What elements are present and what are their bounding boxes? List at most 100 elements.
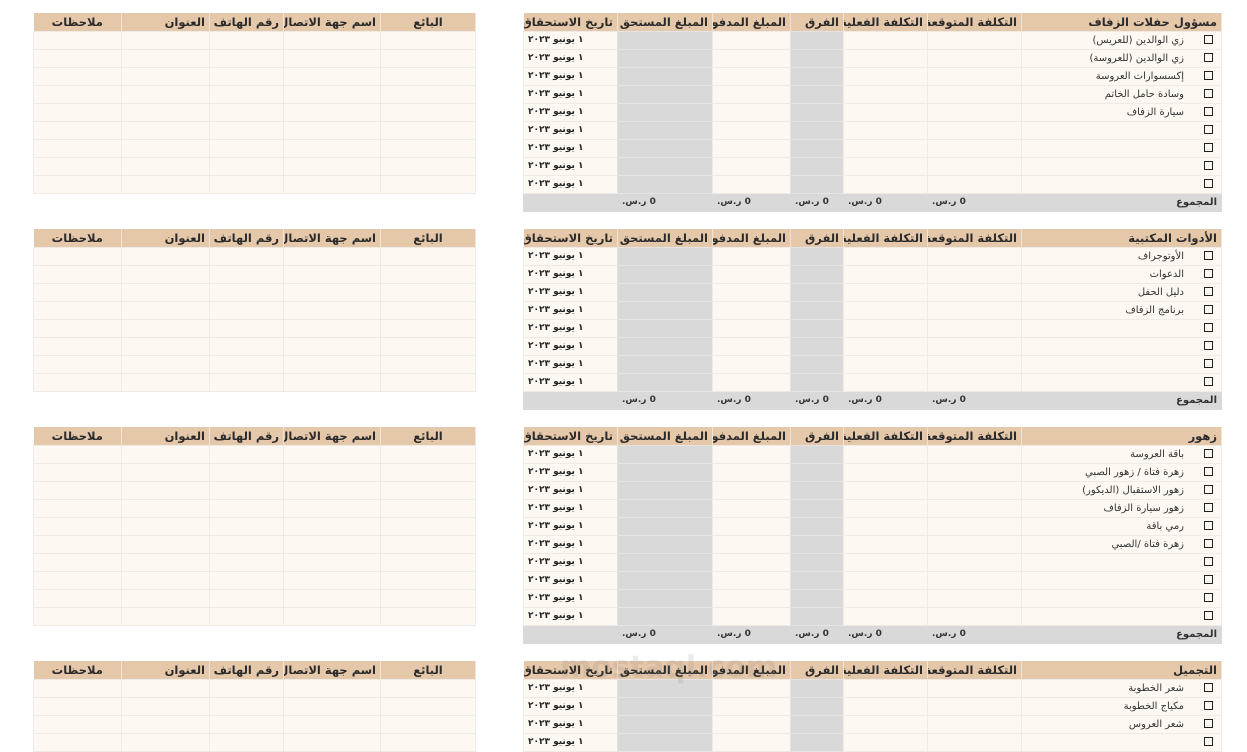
actual-cost-cell[interactable] bbox=[843, 354, 928, 374]
difference-cell[interactable] bbox=[790, 498, 844, 518]
paid-amount-cell[interactable] bbox=[712, 138, 791, 158]
expected-cost-cell[interactable] bbox=[927, 498, 1022, 518]
address-cell[interactable] bbox=[121, 516, 210, 536]
actual-cost-cell[interactable] bbox=[843, 300, 928, 320]
vendor-cell[interactable] bbox=[380, 714, 476, 734]
due-amount-cell[interactable] bbox=[617, 84, 713, 104]
phone-cell[interactable] bbox=[209, 678, 284, 698]
actual-cost-cell[interactable] bbox=[843, 480, 928, 500]
item-cell[interactable]: زي الوالدين (للعروسة) bbox=[1021, 48, 1222, 68]
item-cell[interactable]: شعر الخطوبة bbox=[1021, 678, 1222, 698]
due-date-cell[interactable]: ١ يونيو ٢٠٢٣ bbox=[523, 174, 618, 194]
actual-cost-cell[interactable] bbox=[843, 264, 928, 284]
actual-cost-cell[interactable] bbox=[843, 696, 928, 716]
contact-name-cell[interactable] bbox=[283, 84, 381, 104]
actual-cost-cell[interactable] bbox=[843, 120, 928, 140]
due-amount-cell[interactable] bbox=[617, 174, 713, 194]
item-cell[interactable] bbox=[1021, 138, 1222, 158]
checkbox-icon[interactable] bbox=[1204, 467, 1213, 476]
due-date-cell[interactable]: ١ يونيو ٢٠٢٣ bbox=[523, 678, 618, 698]
actual-cost-cell[interactable] bbox=[843, 534, 928, 554]
contact-name-cell[interactable] bbox=[283, 282, 381, 302]
phone-cell[interactable] bbox=[209, 354, 284, 374]
actual-cost-cell[interactable] bbox=[843, 444, 928, 464]
vendor-cell[interactable] bbox=[380, 696, 476, 716]
notes-cell[interactable] bbox=[33, 516, 122, 536]
expected-cost-cell[interactable] bbox=[927, 732, 1022, 752]
contact-name-cell[interactable] bbox=[283, 66, 381, 86]
phone-cell[interactable] bbox=[209, 246, 284, 266]
item-cell[interactable]: زهرة فتاة /الصبي bbox=[1021, 534, 1222, 554]
contact-name-cell[interactable] bbox=[283, 264, 381, 284]
due-amount-cell[interactable] bbox=[617, 246, 713, 266]
due-date-cell[interactable]: ١ يونيو ٢٠٢٣ bbox=[523, 354, 618, 374]
paid-amount-cell[interactable] bbox=[712, 264, 791, 284]
contact-name-cell[interactable] bbox=[283, 678, 381, 698]
phone-cell[interactable] bbox=[209, 318, 284, 338]
checkbox-icon[interactable] bbox=[1204, 89, 1213, 98]
notes-cell[interactable] bbox=[33, 120, 122, 140]
paid-amount-cell[interactable] bbox=[712, 444, 791, 464]
expected-cost-cell[interactable] bbox=[927, 84, 1022, 104]
address-cell[interactable] bbox=[121, 678, 210, 698]
paid-amount-cell[interactable] bbox=[712, 282, 791, 302]
contact-name-cell[interactable] bbox=[283, 300, 381, 320]
contact-name-cell[interactable] bbox=[283, 552, 381, 572]
item-cell[interactable]: زهور الاستقبال (الديكور) bbox=[1021, 480, 1222, 500]
difference-cell[interactable] bbox=[790, 444, 844, 464]
paid-amount-cell[interactable] bbox=[712, 606, 791, 626]
notes-cell[interactable] bbox=[33, 570, 122, 590]
paid-amount-cell[interactable] bbox=[712, 318, 791, 338]
notes-cell[interactable] bbox=[33, 462, 122, 482]
item-cell[interactable] bbox=[1021, 732, 1222, 752]
paid-amount-cell[interactable] bbox=[712, 66, 791, 86]
contact-name-cell[interactable] bbox=[283, 354, 381, 374]
due-amount-cell[interactable] bbox=[617, 102, 713, 122]
due-amount-cell[interactable] bbox=[617, 354, 713, 374]
due-date-cell[interactable]: ١ يونيو ٢٠٢٣ bbox=[523, 48, 618, 68]
contact-name-cell[interactable] bbox=[283, 156, 381, 176]
phone-cell[interactable] bbox=[209, 66, 284, 86]
checkbox-icon[interactable] bbox=[1204, 53, 1213, 62]
contact-name-cell[interactable] bbox=[283, 372, 381, 392]
checkbox-icon[interactable] bbox=[1204, 521, 1213, 530]
vendor-cell[interactable] bbox=[380, 66, 476, 86]
phone-cell[interactable] bbox=[209, 336, 284, 356]
paid-amount-cell[interactable] bbox=[712, 588, 791, 608]
notes-cell[interactable] bbox=[33, 246, 122, 266]
due-amount-cell[interactable] bbox=[617, 552, 713, 572]
due-amount-cell[interactable] bbox=[617, 120, 713, 140]
vendor-cell[interactable] bbox=[380, 282, 476, 302]
notes-cell[interactable] bbox=[33, 156, 122, 176]
checkbox-icon[interactable] bbox=[1204, 269, 1213, 278]
due-date-cell[interactable]: ١ يونيو ٢٠٢٣ bbox=[523, 120, 618, 140]
expected-cost-cell[interactable] bbox=[927, 678, 1022, 698]
vendor-cell[interactable] bbox=[380, 516, 476, 536]
phone-cell[interactable] bbox=[209, 534, 284, 554]
vendor-cell[interactable] bbox=[380, 48, 476, 68]
difference-cell[interactable] bbox=[790, 138, 844, 158]
notes-cell[interactable] bbox=[33, 678, 122, 698]
expected-cost-cell[interactable] bbox=[927, 300, 1022, 320]
contact-name-cell[interactable] bbox=[283, 336, 381, 356]
paid-amount-cell[interactable] bbox=[712, 552, 791, 572]
expected-cost-cell[interactable] bbox=[927, 138, 1022, 158]
item-cell[interactable]: شعر العروس bbox=[1021, 714, 1222, 734]
due-date-cell[interactable]: ١ يونيو ٢٠٢٣ bbox=[523, 696, 618, 716]
vendor-cell[interactable] bbox=[380, 354, 476, 374]
due-amount-cell[interactable] bbox=[617, 336, 713, 356]
expected-cost-cell[interactable] bbox=[927, 444, 1022, 464]
address-cell[interactable] bbox=[121, 354, 210, 374]
address-cell[interactable] bbox=[121, 138, 210, 158]
difference-cell[interactable] bbox=[790, 174, 844, 194]
due-date-cell[interactable]: ١ يونيو ٢٠٢٣ bbox=[523, 318, 618, 338]
vendor-cell[interactable] bbox=[380, 246, 476, 266]
phone-cell[interactable] bbox=[209, 138, 284, 158]
item-cell[interactable] bbox=[1021, 174, 1222, 194]
item-cell[interactable]: رمي باقة bbox=[1021, 516, 1222, 536]
phone-cell[interactable] bbox=[209, 84, 284, 104]
contact-name-cell[interactable] bbox=[283, 246, 381, 266]
expected-cost-cell[interactable] bbox=[927, 174, 1022, 194]
difference-cell[interactable] bbox=[790, 588, 844, 608]
due-date-cell[interactable]: ١ يونيو ٢٠٢٣ bbox=[523, 732, 618, 752]
